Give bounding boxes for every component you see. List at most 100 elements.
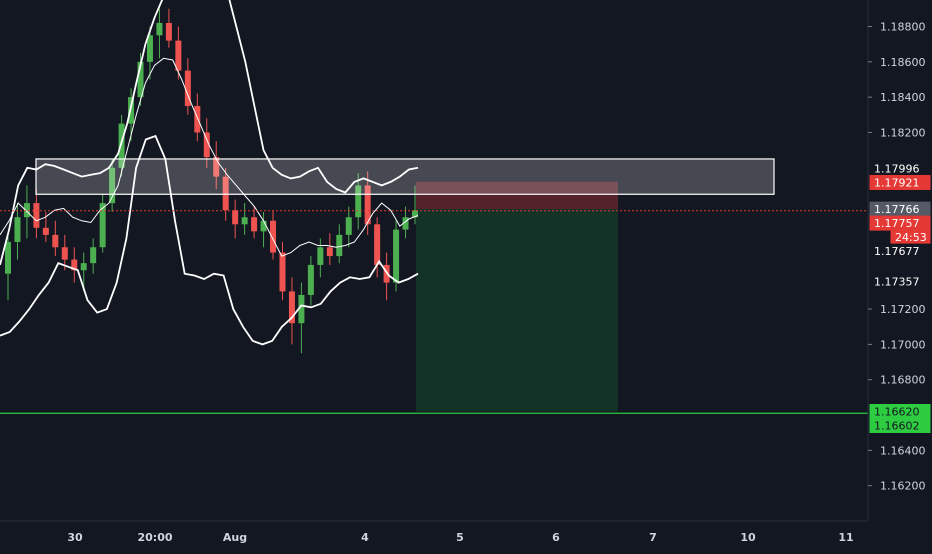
price-badge: 1.17357 [869, 273, 931, 289]
bollinger-bands-layer [0, 0, 419, 346]
candle-body [393, 229, 400, 283]
candle-body [5, 241, 11, 274]
candle [260, 211, 267, 248]
candle-body [146, 35, 153, 62]
candle [345, 206, 352, 248]
price-tick-label: 1.18600 [880, 56, 926, 69]
candle [402, 206, 409, 239]
candle [412, 185, 418, 225]
candle-body [317, 247, 324, 265]
stop-loss-zone [416, 181, 618, 210]
price-badge: 1.17921 [869, 174, 931, 190]
candle-body [42, 227, 49, 235]
candle-body [412, 210, 418, 218]
candle-body [137, 61, 144, 98]
candle-body [90, 247, 97, 264]
price-tick-label: 1.17000 [880, 338, 926, 351]
candle [279, 241, 286, 301]
candle-body [184, 70, 191, 106]
take-profit-zone [416, 209, 618, 412]
price-badge-label: 1.17757 [874, 217, 920, 230]
candle [71, 247, 78, 283]
candle [317, 238, 324, 278]
price-badge-background [869, 243, 931, 259]
price-badge: 1.16620 [869, 404, 931, 420]
candle-body [355, 185, 362, 218]
price-badge-label: 1.17766 [874, 203, 920, 216]
candle-body [80, 263, 87, 271]
candle [326, 233, 333, 265]
time-axis[interactable]: 30 20:00 Aug 4 5 6 7 10 11 [0, 520, 932, 550]
candle-body [156, 22, 163, 36]
time-tick-label: 5 [456, 531, 464, 544]
candle [5, 233, 11, 301]
price-badge-background [869, 273, 931, 289]
resistance-zone-rectangle[interactable] [35, 158, 775, 195]
time-tick-label: 11 [838, 531, 853, 544]
candle-body [232, 210, 239, 225]
candle-body [203, 132, 210, 158]
price-badge: 1.16602 [869, 418, 931, 434]
candle [137, 52, 144, 106]
candle [14, 203, 21, 260]
candles-layer [5, 8, 418, 354]
candle-body [345, 217, 352, 235]
price-badge: 24:53 [890, 229, 931, 245]
candle-body [194, 105, 201, 133]
time-tick-label: 6 [552, 531, 560, 544]
candle-body [52, 234, 59, 248]
time-tick-label: 30 [67, 531, 83, 544]
candle [298, 282, 305, 354]
time-tick-label: 10 [740, 531, 756, 544]
price-tick-label: 1.17200 [880, 303, 926, 316]
candle-body [298, 294, 305, 324]
price-badge-label: 1.17677 [874, 245, 920, 258]
candle-body [326, 247, 333, 257]
candle-body [71, 259, 78, 271]
candle-body [279, 252, 286, 292]
candle-body [251, 217, 258, 232]
price-badge-label: 1.17921 [874, 176, 920, 189]
price-tick-label: 1.18400 [880, 91, 926, 104]
time-tick-label: 4 [361, 531, 369, 544]
price-badge: 1.17677 [869, 243, 931, 259]
time-tick-label: 20:00 [137, 531, 172, 544]
candle [175, 26, 182, 80]
price-tick-label: 1.16800 [880, 374, 926, 387]
time-tick-label: Aug [223, 531, 247, 544]
candle-body [61, 247, 68, 260]
candle-body [288, 291, 295, 324]
candle-body [213, 157, 220, 177]
price-badge-background [869, 174, 931, 190]
candle [393, 220, 400, 292]
candle [251, 206, 258, 239]
candle-body [241, 217, 248, 225]
candle [118, 114, 125, 177]
price-tick-label: 1.18800 [880, 20, 926, 33]
price-tick-label: 1.16200 [880, 480, 926, 493]
candle [355, 173, 362, 230]
candle [232, 199, 239, 239]
price-badge-label: 1.17357 [874, 275, 920, 288]
candle [33, 188, 40, 239]
candle [336, 224, 343, 264]
price-badge-label: 24:53 [895, 231, 927, 244]
candle-body [260, 220, 267, 232]
candle [165, 8, 172, 48]
candle [146, 26, 153, 80]
price-badge: 1.17766 [869, 201, 931, 217]
candle [109, 158, 116, 212]
candle-body [165, 22, 172, 41]
candle [213, 141, 220, 189]
bollinger-middle-band [0, 57, 419, 257]
candle [184, 58, 191, 115]
candle-body [14, 217, 21, 242]
candle-body [270, 220, 277, 253]
bollinger-upper-band [0, 0, 419, 266]
candle [270, 210, 277, 260]
candle-body [374, 224, 381, 265]
candle [61, 234, 68, 271]
candle-body [336, 234, 343, 257]
